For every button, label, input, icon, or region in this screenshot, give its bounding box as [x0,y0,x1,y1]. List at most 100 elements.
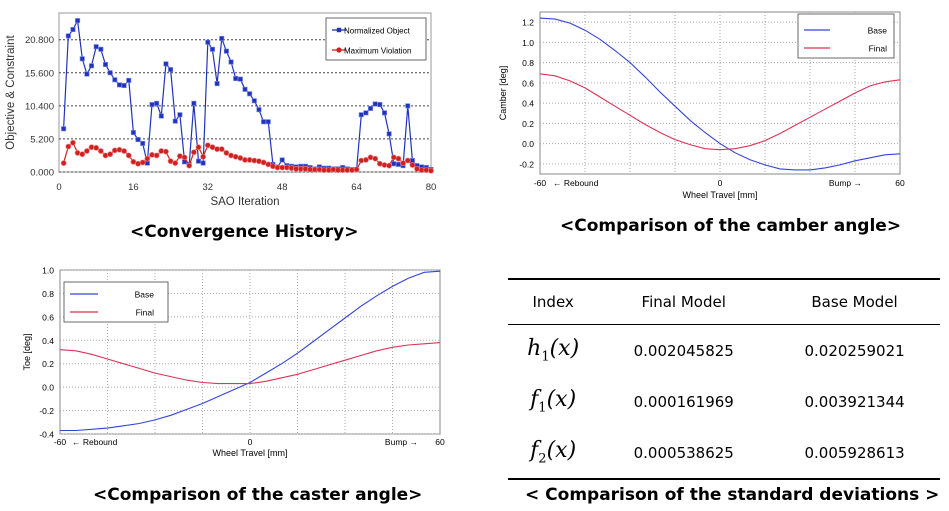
x-tick-label: 0 [718,178,723,188]
convergence-chart: 0.000 5.200 10.400 15.600 20.800 0 16 32 48 64 80 S… [0,0,440,215]
data-point [154,153,159,158]
annotation-bump: Bump → [385,437,418,447]
data-point [219,147,224,152]
data-point [61,127,65,131]
data-point [373,156,378,161]
data-point [127,78,131,82]
data-point [206,40,210,44]
data-point [178,113,182,117]
data-point [210,47,214,51]
data-point [373,102,377,106]
data-point [94,45,98,49]
y-tick-label: 5.200 [30,134,54,145]
camber-chart: 1.2 1.0 0.8 0.6 0.4 0.2 0.0 -0.2 -60 0 60 Wheel Tra… [490,0,920,205]
data-point [354,167,359,172]
data-point [163,149,168,154]
data-point [201,161,205,165]
y-tick-label: -0.4 [39,430,54,440]
data-point [140,160,145,165]
y-tick-label: 0.8 [522,58,534,68]
data-point [238,77,242,81]
data-point [326,167,331,172]
table-row: h1(x) 0.002045825 0.020259021 [508,325,940,377]
convergence-chart-svg: 0.000 5.200 10.400 15.600 20.800 0 16 32 48 64 80 S… [0,0,440,215]
annotation-rebound: ← Rebound [72,437,118,447]
caster-chart: 1.0 0.8 0.6 0.4 0.2 0.0 -0.2 -0.4 -60 0 60 Wheel Tr… [0,258,450,468]
data-point [113,78,117,82]
x-tick-label: 80 [426,182,437,193]
data-point [98,148,103,153]
data-point [173,160,178,165]
x-tick-label: 48 [277,182,288,193]
y-tick-label: 0.000 [30,168,54,179]
data-point [428,168,433,173]
data-point [382,162,387,167]
data-point [243,87,247,91]
data-point [85,72,89,76]
data-point [220,36,224,40]
data-point [349,167,354,172]
y-tick-label: 10.400 [25,101,54,112]
table-cell-final: 0.002045825 [598,325,769,377]
data-point [112,148,117,153]
data-point [363,157,368,162]
data-point [117,83,121,87]
y-tick-label: 0.6 [522,78,534,88]
data-point [61,160,66,165]
data-point [252,158,257,163]
y-tick-label: 1.0 [42,266,54,276]
data-point [150,102,154,106]
caption-camber: <Comparison of the camber angle> [560,216,901,236]
data-point [359,113,363,117]
data-point [266,120,270,124]
y-axis-label: Objective & Constraint [5,34,17,149]
data-point [401,160,406,165]
x-tick-label: -60 [534,178,547,188]
y-tick-label: -0.2 [39,406,54,416]
data-point [141,141,145,145]
table-row: f2(x) 0.000538625 0.005928613 [508,427,940,479]
y-tick-label: 0.4 [522,99,534,109]
legend-label: Final [869,44,888,54]
y-axis-label: Toe [deg] [22,333,32,370]
data-point [396,156,401,161]
table-cell-base: 0.005928613 [769,427,940,479]
data-point [159,114,163,118]
x-tick-label: -60 [54,437,67,447]
data-point [196,145,201,150]
legend-marker [337,28,341,32]
legend-marker [336,47,341,52]
data-point [424,167,429,172]
table-cell-base: 0.003921344 [769,376,940,427]
data-point [80,57,84,61]
data-point [71,27,75,31]
data-point [234,76,238,80]
x-tick-label: 60 [895,178,905,188]
data-point [159,148,164,153]
y-tick-label: -0.2 [519,159,534,169]
data-point [122,148,127,153]
data-point [405,158,410,163]
caption-convergence: <Convergence History> [130,222,359,242]
data-point [364,111,368,115]
y-tick-label: 0.2 [42,359,54,369]
caption-caster: <Comparison of the caster angle> [93,485,422,505]
data-point [382,111,386,115]
data-point [75,18,79,22]
data-point [66,144,71,149]
x-tick-label: 64 [351,182,362,193]
data-point [247,92,251,96]
data-point [387,132,391,136]
data-point [410,158,414,162]
legend-label: Maximum Violation [344,47,411,56]
caption-table: < Comparison of the standard deviations … [525,485,939,505]
data-point [164,62,168,66]
data-point [289,166,294,171]
data-point [70,140,75,145]
y-tick-label: 20.800 [25,35,54,46]
data-point [252,99,256,103]
data-point [94,145,99,150]
data-point [168,67,172,71]
x-tick-label: 16 [128,182,139,193]
data-point [182,155,187,160]
